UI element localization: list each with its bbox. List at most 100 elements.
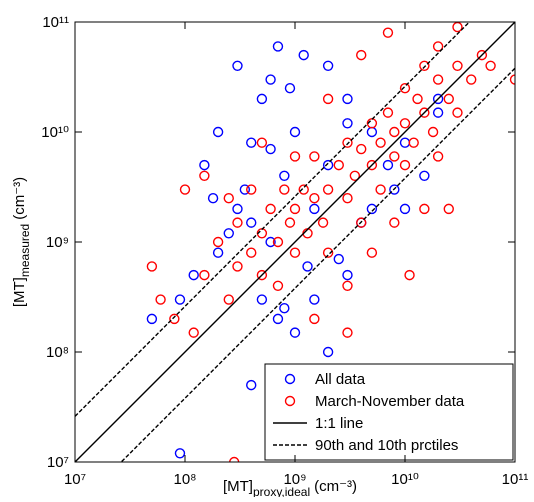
- point: [443, 203, 454, 215]
- point: [432, 41, 444, 52]
- y-axis-label: [MT]measured (cm⁻³): [11, 177, 32, 307]
- point: [509, 74, 515, 85]
- point: [366, 159, 378, 171]
- y-label-unit: (cm⁻³): [11, 177, 28, 220]
- reference-line: [75, 22, 515, 462]
- point: [284, 217, 296, 228]
- y-tick-label: 10¹¹: [42, 14, 69, 31]
- y-tick-label: 10¹⁰: [41, 124, 69, 141]
- point: [432, 74, 444, 85]
- point: [169, 313, 180, 325]
- point: [298, 184, 309, 195]
- point: [389, 217, 400, 228]
- point: [366, 247, 378, 258]
- point: [419, 203, 430, 215]
- point: [375, 137, 386, 148]
- point: [289, 151, 301, 162]
- point: [174, 294, 186, 305]
- point: [485, 60, 496, 71]
- point: [256, 294, 268, 305]
- point: [246, 137, 257, 148]
- point: [399, 159, 411, 171]
- point: [246, 184, 257, 195]
- x-label-unit: (cm⁻³): [314, 478, 357, 495]
- x-axis-label: [MT]proxy,ideal (cm⁻³): [223, 478, 357, 497]
- x-tick-label: 10⁷: [64, 471, 86, 488]
- point: [199, 159, 210, 171]
- point: [419, 170, 430, 181]
- point: [389, 126, 400, 138]
- x-tick-label: 10⁹: [283, 471, 306, 488]
- point: [239, 184, 251, 195]
- point: [256, 137, 268, 148]
- point: [272, 313, 284, 325]
- point: [389, 151, 400, 162]
- point: [399, 118, 411, 129]
- point: [443, 93, 454, 105]
- point: [404, 269, 415, 281]
- point: [309, 151, 320, 162]
- point: [212, 126, 224, 138]
- point: [322, 346, 334, 358]
- reference-line: [120, 67, 515, 462]
- point: [342, 137, 353, 148]
- y-tick-label: 10⁷: [47, 454, 69, 471]
- point: [279, 303, 290, 314]
- point: [302, 261, 313, 272]
- point: [212, 236, 224, 248]
- point: [223, 193, 234, 204]
- point: [256, 269, 268, 281]
- point: [412, 93, 423, 105]
- point: [223, 294, 234, 305]
- point: [309, 203, 320, 215]
- point: [408, 137, 419, 148]
- point: [432, 151, 444, 162]
- marks: [75, 22, 515, 462]
- point: [382, 159, 394, 171]
- point: [188, 269, 199, 281]
- point: [289, 203, 301, 215]
- point: [366, 203, 378, 215]
- point: [232, 60, 243, 71]
- point: [228, 456, 240, 462]
- point: [333, 253, 344, 265]
- point: [279, 184, 290, 195]
- point: [322, 93, 334, 105]
- point: [375, 184, 386, 195]
- point: [265, 236, 276, 248]
- point: [146, 313, 158, 325]
- point: [356, 49, 367, 61]
- point: [452, 60, 463, 71]
- point: [427, 126, 439, 138]
- legend-label: March-November data: [315, 393, 465, 410]
- point: [223, 228, 234, 239]
- point: [284, 83, 296, 94]
- x-tick-label: 10⁸: [173, 471, 196, 488]
- point: [333, 159, 344, 171]
- point: [309, 294, 320, 305]
- point: [419, 107, 430, 118]
- point: [212, 247, 224, 258]
- point: [188, 327, 199, 338]
- point: [342, 280, 353, 291]
- legend: All data March-November data 1:1 line 90th …: [264, 363, 514, 461]
- point: [452, 22, 463, 33]
- point: [256, 93, 268, 105]
- point: [322, 184, 334, 195]
- point: [322, 247, 334, 258]
- point: [199, 269, 210, 281]
- legend-label: 1:1 line: [315, 415, 363, 432]
- point: [272, 41, 284, 52]
- point: [309, 313, 320, 325]
- point: [399, 203, 411, 215]
- point: [432, 107, 444, 118]
- point: [322, 159, 334, 171]
- point: [265, 203, 276, 215]
- point: [452, 107, 463, 118]
- point: [289, 247, 301, 258]
- point: [389, 184, 400, 195]
- point: [317, 217, 329, 228]
- point: [356, 143, 367, 155]
- x-label-main: [MT]: [223, 478, 253, 495]
